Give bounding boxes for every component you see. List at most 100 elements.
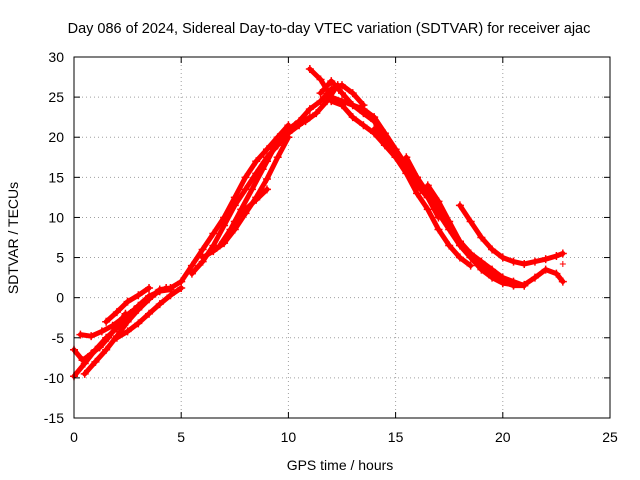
data-point [112,308,121,317]
data-point [402,153,411,162]
data-point [359,109,368,118]
data-point [338,101,346,110]
data-point [226,225,235,234]
data-point [312,109,321,118]
data-point [241,173,250,182]
data-point [91,357,100,366]
data-point [134,291,143,300]
data-point [520,259,529,268]
data-point [520,281,529,290]
data-point [434,197,443,206]
data-point [348,113,357,122]
data-point [498,253,507,262]
data-point [198,253,207,262]
data-point [305,105,314,114]
data-point [209,247,218,256]
data-point [76,330,85,339]
data-point [541,265,550,274]
data-point [119,313,128,322]
y-tick-label: 10 [48,209,64,225]
data-point [305,65,314,74]
data-point [166,291,175,300]
outlier-point [559,260,566,267]
data-point [455,253,464,262]
data-point [552,251,561,260]
data-point [558,277,567,286]
data-point [530,273,539,282]
data-point [247,185,256,194]
data-traces [70,65,567,381]
data-point [488,265,497,274]
data-point [241,205,250,214]
data-point [123,297,132,306]
data-point [155,300,164,309]
data-point [145,295,154,304]
data-point [327,97,336,106]
x-axis-label: GPS time / hours [287,457,394,473]
data-point [230,201,239,210]
y-tick-label: 30 [48,49,64,65]
data-point [327,77,336,86]
y-tick-label: 5 [56,250,64,266]
grid-lines [74,57,610,418]
data-point [455,201,464,210]
data-point [359,121,368,130]
data-point [166,284,175,293]
data-point [445,241,454,250]
data-point [338,89,346,98]
data-point [402,169,411,178]
y-tick-label: -15 [44,410,64,426]
axis-ticks: 0 5 10 15 20 25 -15 -10 -5 0 5 10 15 20 25 30 [44,49,618,445]
data-point [413,173,422,182]
data-point [273,153,282,162]
data-point [262,157,271,166]
data-point [80,369,89,378]
x-tick-label: 20 [495,429,511,445]
data-point [252,157,261,166]
data-point [112,333,121,342]
data-point [466,217,475,226]
data-point [509,257,518,266]
data-point [558,249,567,258]
data-point [134,305,143,314]
data-point [284,133,293,142]
data-point [391,153,400,162]
data-point [252,195,261,204]
y-tick-label: -5 [52,330,65,346]
data-point [530,257,539,266]
data-point [230,217,239,226]
trace-pass-11 [232,186,270,224]
data-point [434,213,443,222]
data-point [423,205,432,214]
data-point [316,97,325,106]
y-tick-label: -10 [44,370,64,386]
data-point [434,225,443,234]
x-tick-label: 10 [281,429,297,445]
data-point [262,174,271,183]
data-point [87,332,96,341]
data-point [423,181,432,190]
trace-pass-8 [189,114,313,277]
trace-pass-12 [264,82,366,164]
data-point [155,285,164,294]
data-point [552,269,561,278]
trace-pass-16 [371,126,474,269]
data-point [102,345,111,354]
x-tick-label: 0 [70,429,78,445]
data-point [102,317,111,326]
data-point [466,249,475,258]
data-point [423,193,432,202]
data-point [123,317,132,326]
data-point [108,321,117,330]
data-point [258,165,267,174]
data-point [541,255,550,264]
data-point [198,245,207,254]
x-tick-label: 5 [177,429,185,445]
data-point [316,89,325,98]
data-point [220,221,229,230]
y-axis-label: SDTVAR / TECUs [5,182,21,294]
trace-pass-17 [403,154,441,220]
chart-title: Day 086 of 2024, Sidereal Day-to-day VTE… [68,21,591,37]
data-point [123,327,132,336]
